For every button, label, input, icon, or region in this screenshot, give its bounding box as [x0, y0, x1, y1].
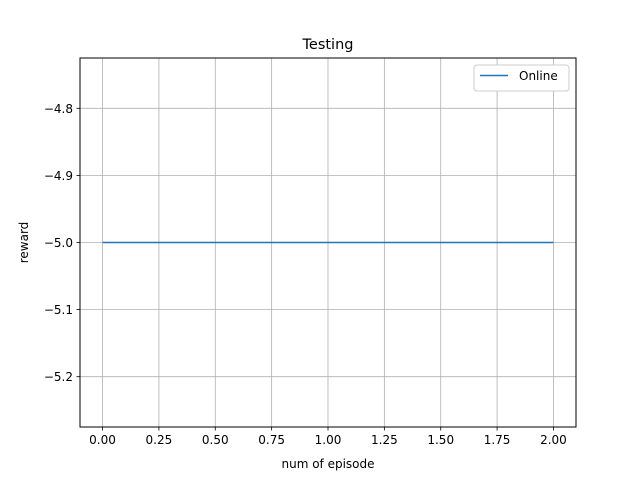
- y-tick-label: −5.0: [44, 236, 73, 250]
- legend-box: [473, 64, 570, 92]
- x-tick-label: 1.00: [315, 433, 342, 447]
- x-axis-label: num of episode: [281, 457, 374, 471]
- chart-title: Testing: [302, 37, 354, 53]
- y-tick-label: −5.1: [44, 303, 73, 317]
- legend: Online: [473, 64, 570, 92]
- x-tick-label: 1.75: [484, 433, 511, 447]
- x-tick-label: 0.50: [202, 433, 229, 447]
- x-tick-label: 1.50: [427, 433, 454, 447]
- y-axis: −5.2 −5.1 −5.0 −4.9 −4.8: [44, 102, 80, 384]
- y-tick-label: −4.8: [44, 102, 73, 116]
- y-tick-label: −5.2: [44, 370, 73, 384]
- x-tick-label: 0.00: [89, 433, 116, 447]
- y-tick-label: −4.9: [44, 169, 73, 183]
- y-axis-label: reward: [17, 222, 31, 264]
- x-tick-label: 0.25: [146, 433, 173, 447]
- legend-label-online: Online: [519, 69, 558, 83]
- x-tick-label: 2.00: [540, 433, 567, 447]
- x-tick-label: 1.25: [371, 433, 398, 447]
- x-tick-label: 0.75: [258, 433, 285, 447]
- x-axis: 0.00 0.25 0.50 0.75 1.00 1.25 1.50 1.75 2.00: [89, 427, 567, 447]
